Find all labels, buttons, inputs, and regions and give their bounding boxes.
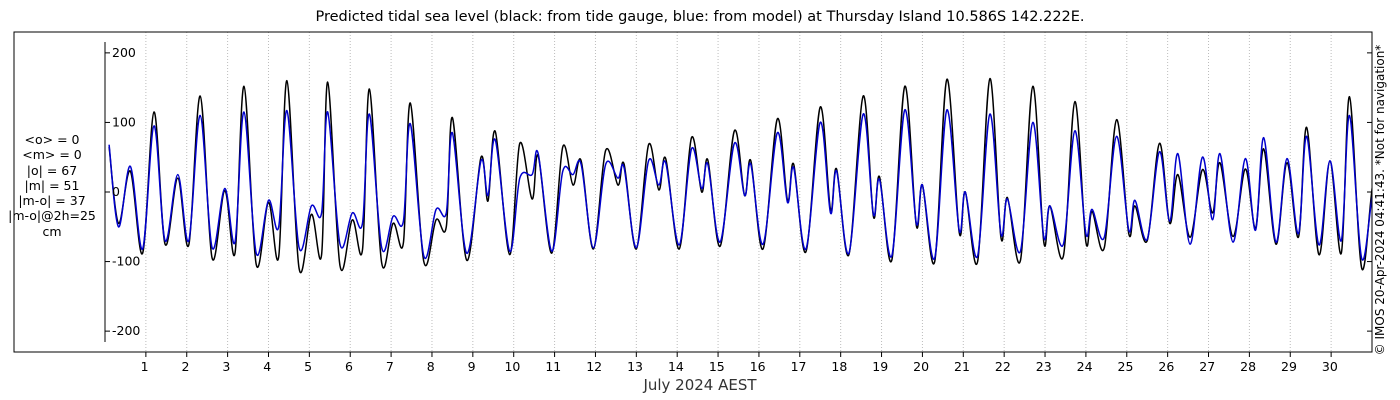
x-tick-label-10: 10 [504,359,520,374]
x-tick-label-3: 3 [222,359,230,374]
y-tick-label--100: -100 [112,254,140,269]
x-tick-label-21: 21 [954,359,970,374]
stat-abs-model: |m| = 51 [24,177,80,193]
x-tick-label-5: 5 [304,359,312,374]
chart-title: Predicted tidal sea level (black: from t… [315,9,1085,25]
stat-mean-model: <m> = 0 [22,147,82,163]
x-tick-label-19: 19 [872,359,888,374]
credit-text: © IMOS 20-Apr-2024 04:41:43. *Not for na… [1373,44,1387,356]
x-tick-label-2: 2 [181,359,189,374]
x-tick-label-17: 17 [791,359,807,374]
x-tick-label-24: 24 [1077,359,1093,374]
stat-abs-diff-2h: |m-o|@2h=25 [8,208,96,224]
x-tick-label-23: 23 [1036,359,1052,374]
x-tick-label-6: 6 [345,359,353,374]
x-tick-label-29: 29 [1281,359,1297,374]
x-tick-label-16: 16 [750,359,766,374]
x-tick-label-7: 7 [386,359,394,374]
x-tick-label-27: 27 [1199,359,1215,374]
x-tick-label-28: 28 [1240,359,1256,374]
x-tick-label-11: 11 [545,359,561,374]
x-tick-label-26: 26 [1158,359,1174,374]
x-tick-label-14: 14 [668,359,684,374]
x-tick-label-4: 4 [263,359,271,374]
x-tick-label-13: 13 [627,359,643,374]
x-tick-label-30: 30 [1322,359,1338,374]
stats-panel: <o> = 0 <m> = 0 |o| = 67 |m| = 51 |m-o| … [0,132,104,239]
x-tick-label-25: 25 [1118,359,1134,374]
x-axis-label: July 2024 AEST [643,376,757,394]
x-tick-label-20: 20 [913,359,929,374]
x-tick-label-18: 18 [831,359,847,374]
y-tick-label-0: 0 [112,184,120,199]
x-tick-label-8: 8 [427,359,435,374]
stat-abs-observed: |o| = 67 [26,162,78,178]
stat-mean-observed: <o> = 0 [24,132,80,147]
plot-series [108,77,1372,274]
stat-unit: cm [42,223,62,239]
x-tick-label-9: 9 [468,359,476,374]
stat-abs-diff: |m-o| = 37 [18,193,86,209]
y-tick-label-200: 200 [112,45,136,60]
series-line-model [108,109,1372,261]
plot-frame [13,31,1373,353]
y-tick-label--200: -200 [112,323,140,338]
x-tick-label-15: 15 [709,359,725,374]
x-tick-label-12: 12 [586,359,602,374]
y-tick-label-100: 100 [112,114,136,129]
x-tick-label-22: 22 [995,359,1011,374]
grid-lines [145,32,1332,352]
x-tick-label-1: 1 [141,359,149,374]
